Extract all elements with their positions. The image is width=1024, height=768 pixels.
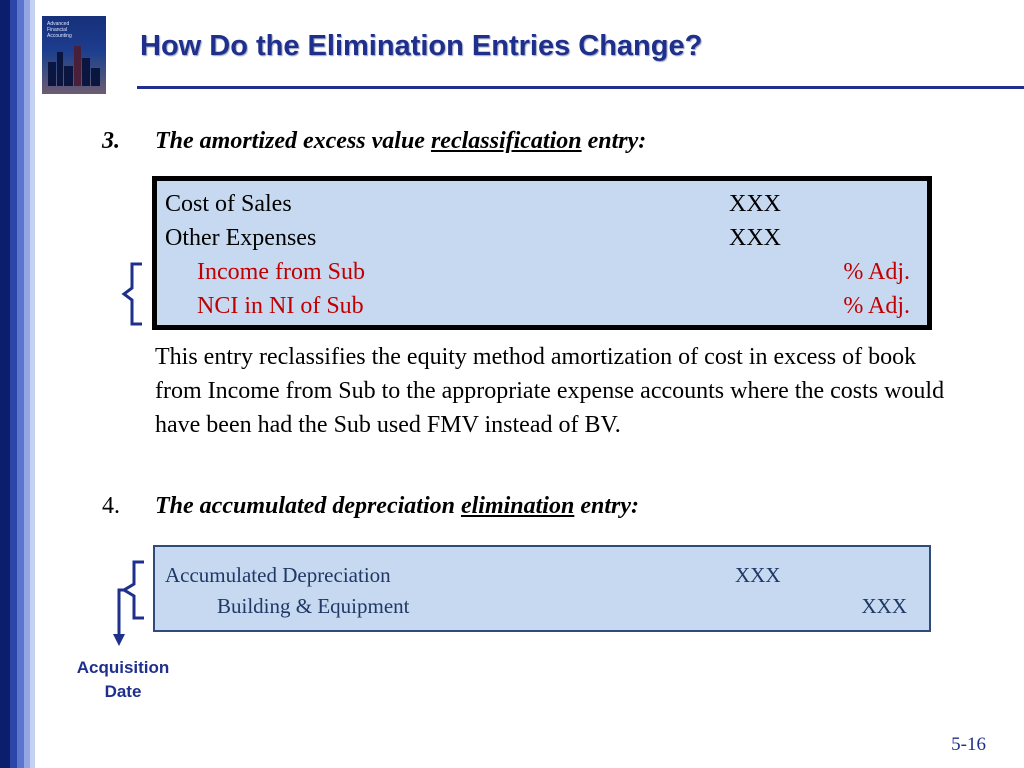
journal-account: Cost of Sales [165, 191, 292, 217]
slide-title: How Do the Elimination Entries Change? [140, 30, 703, 62]
journal-account: Other Expenses [165, 225, 317, 251]
book-cover-image: Advanced Financial Accounting [42, 16, 106, 94]
explanation-paragraph: This entry reclassifies the equity metho… [155, 344, 945, 438]
journal-credit: XXX [861, 594, 908, 618]
side-stripe [17, 0, 24, 768]
reclassification-entry-box: Cost of Sales XXX Other Expenses XXX Inc… [152, 176, 932, 330]
section-heading: The amortized excess value reclassificat… [155, 128, 647, 154]
side-stripe [24, 0, 30, 768]
journal-debit: XXX [735, 563, 781, 587]
journal-account: Income from Sub [197, 259, 365, 285]
journal-credit: % Adj. [843, 259, 910, 285]
title-rule [137, 86, 1024, 89]
bracket-arrow-icon [113, 560, 144, 646]
side-stripe [30, 0, 35, 768]
journal-account: NCI in NI of Sub [197, 293, 364, 319]
acquisition-date-label: Acquisition Date [76, 658, 170, 701]
section-number: 3. [102, 128, 120, 154]
book-title: Advanced Financial Accounting [47, 21, 72, 39]
elimination-entry-box: Accumulated Depreciation XXX Building & … [153, 545, 931, 632]
side-stripe [0, 0, 10, 768]
journal-debit: XXX [729, 225, 781, 251]
page-number: 5-16 [951, 734, 986, 755]
journal-credit: % Adj. [843, 293, 910, 319]
journal-debit: XXX [729, 191, 781, 217]
section-heading: The accumulated depreciation elimination… [155, 493, 639, 519]
journal-account: Building & Equipment [217, 594, 410, 618]
bracket-icon [121, 262, 142, 326]
side-stripe [10, 0, 17, 768]
journal-account: Accumulated Depreciation [165, 563, 391, 587]
section-number: 4. [102, 493, 120, 519]
